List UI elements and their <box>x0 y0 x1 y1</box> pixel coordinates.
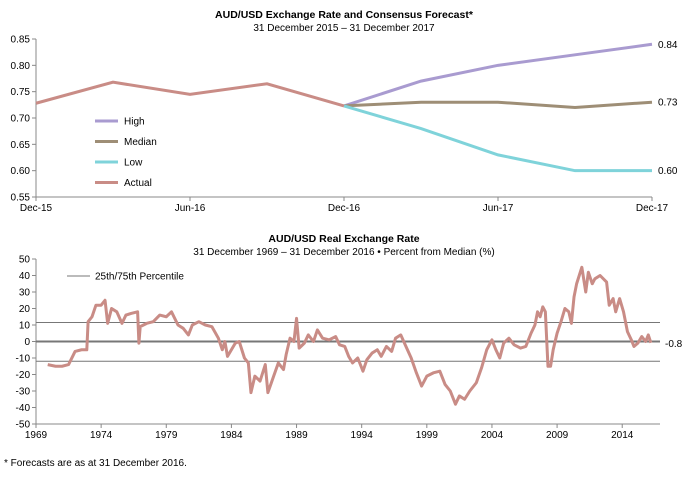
x-tick-label: 2014 <box>611 430 634 441</box>
end-value-label: -0.8 <box>665 339 683 350</box>
legend-label: Low <box>124 158 143 169</box>
real-rate-chart: AUD/USD Real Exchange Rate 31 December 1… <box>16 233 683 441</box>
forecast-chart: AUD/USD Exchange Rate and Consensus Fore… <box>11 9 678 214</box>
x-tick-label: Jun-16 <box>175 203 206 214</box>
x-tick-label: 1984 <box>220 430 243 441</box>
y-tick-label: 0.65 <box>11 140 31 151</box>
series-line-actual <box>35 80 345 108</box>
y-tick-label: 40 <box>19 271 31 282</box>
series-line-low <box>343 104 652 173</box>
x-tick-label: Dec-16 <box>328 203 361 214</box>
x-tick-label: Dec-17 <box>636 203 669 214</box>
chart2-subtitle: 31 December 1969 – 31 December 2016 • Pe… <box>193 247 494 258</box>
y-tick-label: -50 <box>16 420 31 431</box>
y-tick-label: 50 <box>19 255 31 266</box>
legend-label: High <box>124 117 145 128</box>
y-tick-label: 30 <box>19 288 31 299</box>
y-tick-label: 0 <box>24 337 30 348</box>
y-tick-label: -20 <box>16 370 31 381</box>
y-tick-label: -30 <box>16 387 31 398</box>
legend-label: Median <box>124 137 157 148</box>
x-tick-label: 1979 <box>155 430 178 441</box>
y-tick-label: 0.75 <box>11 87 31 98</box>
y-tick-label: 0.70 <box>11 114 31 125</box>
y-tick-label: -40 <box>16 403 31 414</box>
chart1-subtitle: 31 December 2015 – 31 December 2017 <box>253 23 435 34</box>
y-tick-label: 0.80 <box>11 61 31 72</box>
x-tick-label: Dec-15 <box>20 203 53 214</box>
legend-label: 25th/75th Percentile <box>95 272 184 283</box>
legend-label: Actual <box>124 178 152 189</box>
y-tick-label: -10 <box>16 354 31 365</box>
chart2-title: AUD/USD Real Exchange Rate <box>268 233 419 245</box>
end-value-label: 0.73 <box>658 98 678 109</box>
real-rate-line <box>47 265 653 406</box>
end-value-label: 0.84 <box>658 40 678 51</box>
y-tick-label: 0.55 <box>11 193 31 204</box>
x-tick-label: Jun-17 <box>483 203 514 214</box>
x-tick-label: 1974 <box>90 430 113 441</box>
x-tick-label: 1994 <box>351 430 374 441</box>
y-tick-label: 0.85 <box>11 35 31 46</box>
series-line-high <box>343 42 653 108</box>
y-tick-label: 10 <box>19 321 31 332</box>
x-tick-label: 1969 <box>25 430 48 441</box>
chart1-title: AUD/USD Exchange Rate and Consensus Fore… <box>215 9 474 21</box>
x-tick-label: 2009 <box>546 430 569 441</box>
x-tick-label: 1989 <box>285 430 308 441</box>
y-tick-label: 0.60 <box>11 166 31 177</box>
series-line-median <box>343 100 653 109</box>
end-value-label: 0.60 <box>658 166 678 177</box>
x-tick-label: 1999 <box>416 430 439 441</box>
y-tick-label: 20 <box>19 304 31 315</box>
footnote: * Forecasts are as at 31 December 2016. <box>4 458 187 469</box>
x-tick-label: 2004 <box>481 430 504 441</box>
